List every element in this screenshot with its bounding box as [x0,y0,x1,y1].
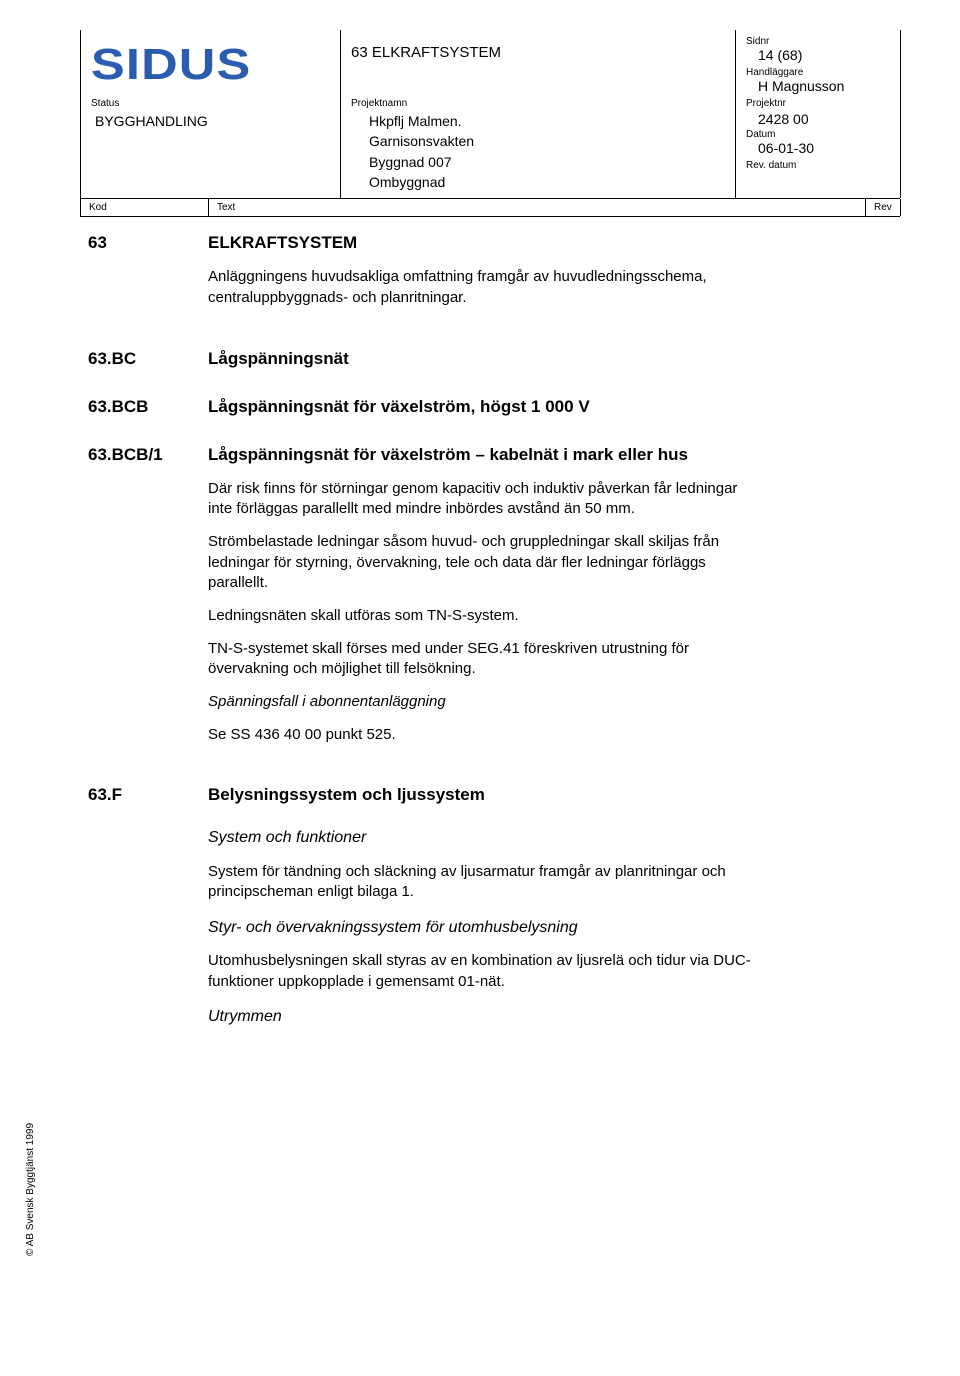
section-paragraph: TN-S-systemet skall förses med under SEG… [208,639,760,680]
status-cell: BYGGHANDLING [81,111,341,198]
text-header: Text [209,199,866,216]
status-value: BYGGHANDLING [91,111,330,129]
section-paragraph: Där risk finns för störningar genom kapa… [208,479,760,520]
revdatum-label: Rev. datum [746,160,890,171]
rev-header: Rev [866,199,901,216]
section-paragraph: System för tändning och släckning av lju… [208,862,760,903]
section-title: Lågspänningsnät för växelström, högst 1 … [208,397,900,417]
project-line-1: Hkpflj Malmen. [369,111,725,131]
company-logo: SIDUS [91,40,366,90]
datum-label: Datum [746,129,890,140]
projektnamn-label: Projektnamn [351,98,725,109]
document-body: 63 ELKRAFTSYSTEM Anläggningens huvudsakl… [80,217,900,1028]
logo-cell: SIDUS Status [81,30,341,111]
section-63: 63 ELKRAFTSYSTEM Anläggningens huvudsakl… [80,233,900,320]
document-title: 63 ELKRAFTSYSTEM [351,44,725,61]
section-code: 63.BCB [80,397,208,417]
handlaggare-label: Handläggare [746,67,890,78]
section-subheading: Spänningsfall i abonnentanläggning [208,692,760,713]
section-code: 63 [80,233,208,253]
header-top-row: SIDUS Status 63 ELKRAFTSYSTEM Projektnam… [80,30,900,111]
document-page: SIDUS Status 63 ELKRAFTSYSTEM Projektnam… [0,0,960,1376]
section-subheading: Utrymmen [208,1006,760,1028]
section-code: 63.BCB/1 [80,445,208,465]
section-63f: 63.F Belysningssystem och ljussystem Sys… [80,785,900,1028]
meta-bottom-right: 2428 00 Datum 06-01-30 Rev. datum [736,111,901,198]
project-line-2: Garnisonsvakten [369,131,725,151]
handlaggare-value: H Magnusson [746,78,890,94]
section-code: 63.BC [80,349,208,369]
projektnr-value: 2428 00 [746,111,890,127]
projektnr-label: Projektnr [746,98,890,109]
status-label: Status [91,98,330,109]
section-title: Belysningssystem och ljussystem [208,785,900,805]
section-title: Lågspänningsnät för växelström – kabelnä… [208,445,900,465]
kod-header: Kod [81,199,209,216]
meta-top-right: Sidnr 14 (68) Handläggare H Magnusson Pr… [736,30,901,111]
doc-title-cell: 63 ELKRAFTSYSTEM Projektnamn [341,30,736,111]
project-line-3: Byggnad 007 [369,152,725,172]
section-paragraph: Anläggningens huvudsakliga omfattning fr… [208,267,760,308]
section-paragraph: Utomhusbelysningen skall styras av en ko… [208,951,760,992]
copyright-text: © AB Svensk Byggtjänst 1999 [25,1123,36,1256]
section-63bcb1: 63.BCB/1 Lågspänningsnät för växelström … [80,445,900,758]
project-cell: Hkpflj Malmen. Garnisonsvakten Byggnad 0… [341,111,736,198]
sidnr-label: Sidnr [746,36,890,47]
section-code: 63.F [80,785,208,805]
header-bottom-row: BYGGHANDLING Hkpflj Malmen. Garnisonsvak… [80,111,900,198]
sidnr-value: 14 (68) [746,47,890,63]
section-paragraph: Ledningsnäten skall utföras som TN-S-sys… [208,606,760,627]
section-subheading: System och funktioner [208,827,760,849]
section-title: ELKRAFTSYSTEM [208,233,900,253]
section-63bcb: 63.BCB Lågspänningsnät för växelström, h… [80,397,900,417]
section-63bc: 63.BC Lågspänningsnät [80,349,900,369]
section-title: Lågspänningsnät [208,349,900,369]
section-subheading: Styr- och övervakningssystem för utomhus… [208,917,760,939]
project-line-4: Ombyggnad [369,172,725,192]
section-paragraph: Strömbelastade ledningar såsom huvud- oc… [208,532,760,594]
kod-text-rev-row: Kod Text Rev [80,198,900,217]
datum-value: 06-01-30 [746,140,890,156]
section-paragraph: Se SS 436 40 00 punkt 525. [208,725,760,746]
